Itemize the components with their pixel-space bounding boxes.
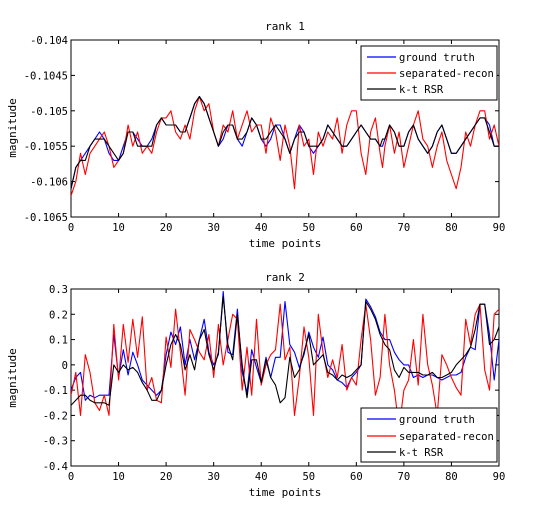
series-line-separated-recon — [71, 303, 499, 429]
series-lines — [71, 290, 499, 429]
legend: ground truth separated-recon k-t RSR — [360, 407, 498, 463]
y-tick-label: -0.105 — [30, 106, 68, 118]
y-tick-label: -0.104 — [30, 35, 68, 47]
legend-label-separated-recon: separated-recon — [399, 431, 494, 443]
series-line-kt-rsr — [71, 96, 499, 189]
y-tick-label: -0.1045 — [24, 70, 68, 82]
series-line-separated-recon — [71, 96, 499, 196]
x-tick-label: 90 — [493, 222, 506, 234]
chart-rank-2: rank 2 0 10 20 30 40 50 60 70 80 90 0.3 0.2 0.1 0 -0.1… — [6, 271, 505, 499]
y-tick-label: -0.3 — [43, 436, 68, 448]
x-tick-label: 70 — [398, 222, 411, 234]
x-tick-label: 40 — [255, 222, 268, 234]
axis-ticks: 0 10 20 30 40 50 60 70 80 90 0.3 0.2 0.1 0 -0.1 -0.2 -0.… — [43, 284, 506, 483]
y-tick-label: -0.106 — [30, 177, 68, 189]
y-tick-label: 0.2 — [49, 309, 68, 321]
x-tick-label: 60 — [350, 471, 363, 483]
y-tick-label: -0.1065 — [24, 212, 68, 224]
legend-box — [360, 407, 498, 463]
x-tick-label: 20 — [160, 222, 173, 234]
legend: ground truth separated-recon k-t RSR — [360, 45, 498, 101]
x-tick-label: 80 — [445, 471, 458, 483]
y-axis-label: magnitude — [6, 348, 19, 408]
chart-title: rank 2 — [265, 271, 305, 284]
x-tick-label: 10 — [112, 471, 125, 483]
x-tick-label: 60 — [350, 222, 363, 234]
y-tick-label: 0.1 — [49, 335, 68, 347]
x-tick-label: 30 — [207, 222, 220, 234]
x-tick-label: 50 — [302, 471, 315, 483]
y-tick-label: 0.3 — [49, 284, 68, 296]
chart-rank-1: rank 1 0 10 20 30 40 50 60 70 80 90 -0.104 -0.1045 -… — [6, 20, 505, 250]
y-tick-label: 0 — [62, 360, 68, 372]
x-tick-label: 50 — [302, 222, 315, 234]
x-tick-label: 20 — [160, 471, 173, 483]
x-tick-label: 0 — [68, 471, 74, 483]
x-tick-label: 80 — [445, 222, 458, 234]
legend-label-kt-rsr: k-t RSR — [399, 84, 444, 96]
axis-ticks: 0 10 20 30 40 50 60 70 80 90 -0.104 -0.1045 -0.105 -0… — [24, 35, 506, 234]
legend-label-separated-recon: separated-recon — [399, 68, 494, 80]
y-tick-label: -0.1055 — [24, 141, 68, 153]
legend-label-kt-rsr: k-t RSR — [399, 447, 444, 459]
x-tick-label: 30 — [207, 471, 220, 483]
series-lines — [71, 96, 499, 196]
legend-label-ground-truth: ground truth — [399, 52, 475, 64]
series-line-kt-rsr — [71, 296, 499, 406]
x-tick-label: 10 — [112, 222, 125, 234]
y-tick-label: -0.4 — [43, 461, 68, 473]
legend-label-ground-truth: ground truth — [399, 414, 475, 426]
x-axis-label: time points — [249, 486, 322, 499]
y-tick-label: -0.2 — [43, 410, 68, 422]
x-axis-label: time points — [249, 237, 322, 250]
x-tick-label: 0 — [68, 222, 74, 234]
chart-title: rank 1 — [265, 20, 305, 33]
x-tick-label: 70 — [398, 471, 411, 483]
y-tick-label: -0.1 — [43, 385, 68, 397]
y-axis-label: magnitude — [6, 98, 19, 158]
x-tick-label: 90 — [493, 471, 506, 483]
x-tick-label: 40 — [255, 471, 268, 483]
